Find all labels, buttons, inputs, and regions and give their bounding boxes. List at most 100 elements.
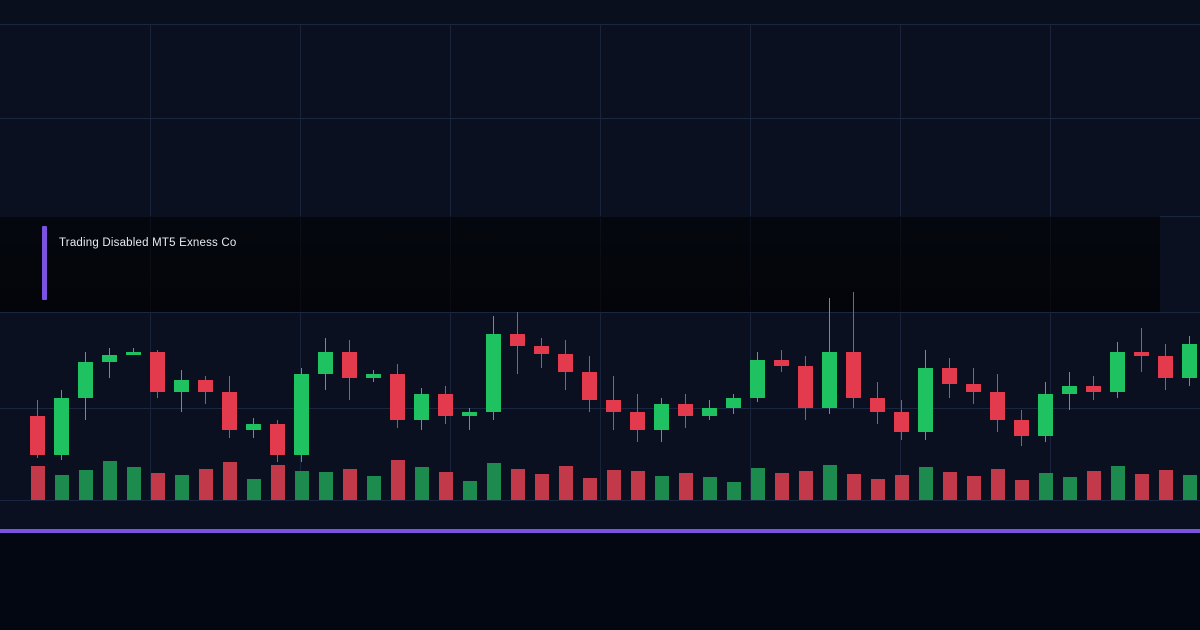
- candle-body: [486, 334, 501, 412]
- candle-body: [534, 346, 549, 354]
- candle-body: [654, 404, 669, 430]
- volume-bar: [318, 472, 333, 500]
- candle-body: [342, 352, 357, 378]
- volume-bar: [390, 460, 405, 500]
- annotation-accent-bar: [42, 226, 47, 300]
- candle-body: [390, 374, 405, 420]
- volume-bar: [1038, 473, 1053, 500]
- volume-bar: [342, 469, 357, 500]
- volume-bar: [870, 479, 885, 500]
- volume-bar: [1086, 471, 1101, 500]
- candlestick-series: [30, 292, 1197, 500]
- volume-bar: [1182, 475, 1197, 500]
- volume-bar: [270, 465, 285, 500]
- volume-bar: [798, 471, 813, 500]
- candle-body: [1110, 352, 1125, 392]
- volume-bar: [222, 462, 237, 500]
- candle-body: [1086, 386, 1101, 392]
- candle-body: [1038, 394, 1053, 436]
- candle-body: [198, 380, 213, 392]
- volume-bar: [174, 475, 189, 500]
- candle-body: [150, 352, 165, 392]
- candle-body: [510, 334, 525, 346]
- candle-body: [318, 352, 333, 374]
- volume-bar: [54, 475, 69, 500]
- volume-bar: [102, 461, 117, 500]
- volume-bar: [366, 476, 381, 500]
- volume-bar: [462, 481, 477, 500]
- candle-body: [462, 412, 477, 416]
- volume-bar: [1158, 470, 1173, 500]
- volume-bar: [486, 463, 501, 500]
- candle-body: [774, 360, 789, 366]
- candle-wick: [468, 408, 471, 430]
- chart-top-strip: [0, 0, 1200, 24]
- candle-body: [366, 374, 381, 378]
- candle-body: [222, 392, 237, 430]
- candle-body: [678, 404, 693, 416]
- candle-body: [990, 392, 1005, 420]
- volume-bar: [846, 474, 861, 500]
- volume-bar: [582, 478, 597, 500]
- volume-bar: [966, 476, 981, 500]
- annotation-band: [0, 216, 1160, 312]
- volume-bar: [678, 473, 693, 500]
- volume-bar: [438, 472, 453, 500]
- volume-bar: [774, 473, 789, 500]
- volume-bar: [246, 479, 261, 500]
- candle-wick: [852, 292, 855, 408]
- volume-bar: [198, 469, 213, 500]
- annotation-label: Trading Disabled MT5 Exness Co: [59, 237, 237, 249]
- candle-body: [966, 384, 981, 392]
- candle-body: [1158, 356, 1173, 378]
- volume-bar: [558, 466, 573, 500]
- candle-body: [702, 408, 717, 416]
- candle-wick: [1140, 328, 1143, 372]
- candle-body: [558, 354, 573, 372]
- candle-body: [102, 355, 117, 362]
- candle-wick: [108, 348, 111, 378]
- candle-body: [54, 398, 69, 455]
- volume-bar: [606, 470, 621, 500]
- accent-divider: [0, 529, 1200, 533]
- volume-bar: [726, 482, 741, 500]
- candle-body: [846, 352, 861, 398]
- volume-bar: [942, 472, 957, 500]
- candle-body: [30, 416, 45, 455]
- candle-body: [246, 424, 261, 430]
- volume-bar: [822, 465, 837, 500]
- volume-bar: [630, 471, 645, 500]
- volume-bar: [990, 469, 1005, 500]
- candle-body: [822, 352, 837, 408]
- candle-wick: [132, 348, 135, 355]
- volume-bar: [126, 467, 141, 500]
- volume-bar: [510, 469, 525, 500]
- candle-body: [942, 368, 957, 384]
- candle-body: [582, 372, 597, 400]
- candle-body: [1182, 344, 1197, 378]
- candle-body: [750, 360, 765, 398]
- candlestick-chart-panel[interactable]: Trading Disabled MT5 Exness Co: [0, 0, 1200, 529]
- footer: iCafeForex.com Forex & Gold Trading Guid…: [0, 533, 1200, 630]
- volume-bar: [1062, 477, 1077, 500]
- volume-bar: [1134, 474, 1149, 500]
- candle-body: [438, 394, 453, 416]
- volume-bar: [750, 468, 765, 500]
- candle-body: [174, 380, 189, 392]
- volume-bar: [654, 476, 669, 500]
- volume-bar: [702, 477, 717, 500]
- candle-body: [918, 368, 933, 432]
- volume-bar: [1014, 480, 1029, 500]
- candle-body: [126, 352, 141, 355]
- volume-bar: [30, 466, 45, 500]
- volume-bar: [78, 470, 93, 500]
- candle-body: [870, 398, 885, 412]
- volume-bar: [150, 473, 165, 500]
- volume-bar: [918, 467, 933, 500]
- candle-body: [270, 424, 285, 455]
- volume-bar: [894, 475, 909, 500]
- gridline-h-5: [0, 500, 1200, 501]
- candle-body: [606, 400, 621, 412]
- candle-body: [726, 398, 741, 408]
